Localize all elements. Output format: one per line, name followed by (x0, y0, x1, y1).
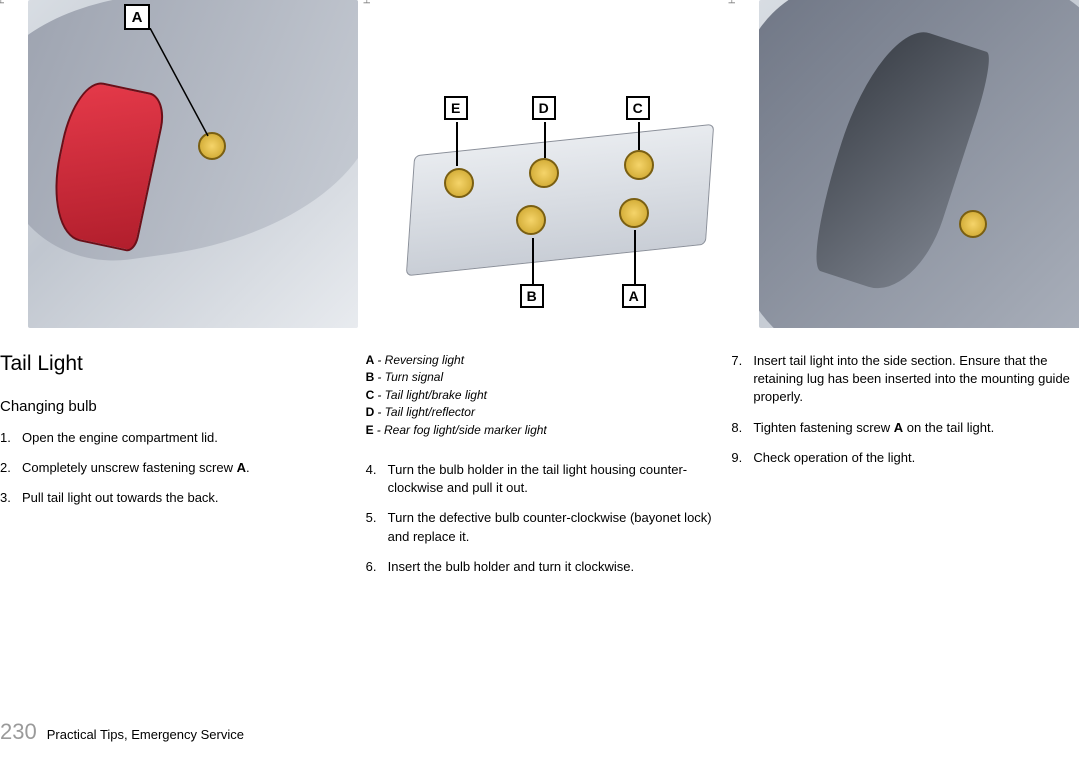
legend-value: - Tail light/reflector (377, 405, 475, 419)
legend-key: B (366, 370, 375, 384)
step-number: 6. (366, 558, 388, 576)
inline-bold: A (237, 460, 246, 475)
bulb-a (619, 198, 649, 228)
callout-a2: A (622, 284, 646, 308)
legend-row: A- Reversing light (366, 352, 714, 369)
col2-text: A- Reversing lightB- Turn signalC- Tail … (366, 330, 714, 588)
stub-c (638, 122, 640, 150)
col1-steps: 1.Open the engine compartment lid.2.Comp… (0, 429, 348, 508)
step-item: 8.Tighten fastening screw A on the tail … (731, 419, 1079, 437)
legend-key: D (366, 405, 375, 419)
step-text: Check operation of the light. (753, 449, 915, 467)
step-item: 7.Insert tail light into the side sectio… (731, 352, 1079, 407)
step-text: Pull tail light out towards the back. (22, 489, 219, 507)
stub-e (456, 122, 458, 166)
column-3: H51-104 7.Insert tail light into the sid… (731, 0, 1079, 588)
step-item: 4.Turn the bulb holder in the tail light… (366, 461, 714, 497)
stub-a (634, 230, 636, 284)
callout-e: E (444, 96, 468, 120)
legend-value: - Tail light/brake light (377, 388, 487, 402)
step-number: 5. (366, 509, 388, 545)
page-number: 230 (0, 719, 37, 745)
legend-value: - Turn signal (377, 370, 443, 384)
figure-3-illustration (759, 0, 1079, 328)
step-item: 2.Completely unscrew fastening screw A. (0, 459, 348, 477)
col3-steps: 7.Insert tail light into the side sectio… (731, 352, 1079, 467)
step-item: 9.Check operation of the light. (731, 449, 1079, 467)
step-number: 9. (731, 449, 753, 467)
page-footer: 230 Practical Tips, Emergency Service (0, 719, 244, 745)
step-number: 8. (731, 419, 753, 437)
legend-value: - Rear fog light/side marker light (377, 423, 547, 437)
figure-3-code: H51-104 (727, 0, 737, 4)
figure-2-illustration: E D C B A (394, 0, 724, 328)
legend-row: E- Rear fog light/side marker light (366, 422, 714, 439)
step-text: Completely unscrew fastening screw A. (22, 459, 250, 477)
step-item: 5.Turn the defective bulb counter-clockw… (366, 509, 714, 545)
step-number: 7. (731, 352, 753, 407)
bulb-c (624, 150, 654, 180)
taillight-housing (405, 124, 713, 276)
section-title: Tail Light (0, 352, 348, 376)
bulb-b (516, 205, 546, 235)
figure-2-legend: A- Reversing lightB- Turn signalC- Tail … (366, 352, 714, 439)
figure-3-block: H51-104 (731, 0, 1079, 330)
column-1: H61-102 A Tail Light Changing bulb 1.Ope… (0, 0, 348, 588)
figure-2-code: H51-103 (362, 0, 372, 4)
legend-value: - Reversing light (377, 353, 464, 367)
bulb-e (444, 168, 474, 198)
step-text: Insert the bulb holder and turn it clock… (388, 558, 634, 576)
stub-b (532, 238, 534, 284)
step-text: Insert tail light into the side section.… (753, 352, 1079, 407)
callout-c: C (626, 96, 650, 120)
page-content: H61-102 A Tail Light Changing bulb 1.Ope… (0, 0, 1079, 588)
screw-a-detail (198, 132, 226, 160)
step-text: Turn the bulb holder in the tail light h… (388, 461, 714, 497)
footer-section-title: Practical Tips, Emergency Service (47, 727, 244, 742)
legend-row: D- Tail light/reflector (366, 404, 714, 421)
section-subtitle: Changing bulb (0, 398, 348, 415)
step-text: Turn the defective bulb counter-clockwis… (388, 509, 714, 545)
step-number: 2. (0, 459, 22, 477)
callout-b: B (520, 284, 544, 308)
legend-row: C- Tail light/brake light (366, 387, 714, 404)
callout-a-box: A (124, 4, 150, 30)
legend-key: E (366, 423, 374, 437)
figure-1-code: H61-102 (0, 0, 6, 4)
step-item: 3.Pull tail light out towards the back. (0, 489, 348, 507)
inline-bold: A (894, 420, 903, 435)
step-number: 3. (0, 489, 22, 507)
step-number: 1. (0, 429, 22, 447)
step-text: Tighten fastening screw A on the tail li… (753, 419, 994, 437)
col2-steps: 4.Turn the bulb holder in the tail light… (366, 461, 714, 576)
step-text: Open the engine compartment lid. (22, 429, 218, 447)
legend-key: A (366, 353, 375, 367)
figure-2-block: H51-103 E D C B A (366, 0, 714, 330)
column-2: H51-103 E D C B A (366, 0, 714, 588)
callout-d: D (532, 96, 556, 120)
figure-1-block: H61-102 A (0, 0, 348, 330)
step-item: 1.Open the engine compartment lid. (0, 429, 348, 447)
step-number: 4. (366, 461, 388, 497)
figure-1-illustration: A (28, 0, 358, 328)
bulb-d (529, 158, 559, 188)
stub-d (544, 122, 546, 158)
legend-key: C (366, 388, 375, 402)
col3-text: 7.Insert tail light into the side sectio… (731, 330, 1079, 479)
legend-row: B- Turn signal (366, 369, 714, 386)
col1-text: Tail Light Changing bulb 1.Open the engi… (0, 330, 348, 520)
step-item: 6.Insert the bulb holder and turn it clo… (366, 558, 714, 576)
